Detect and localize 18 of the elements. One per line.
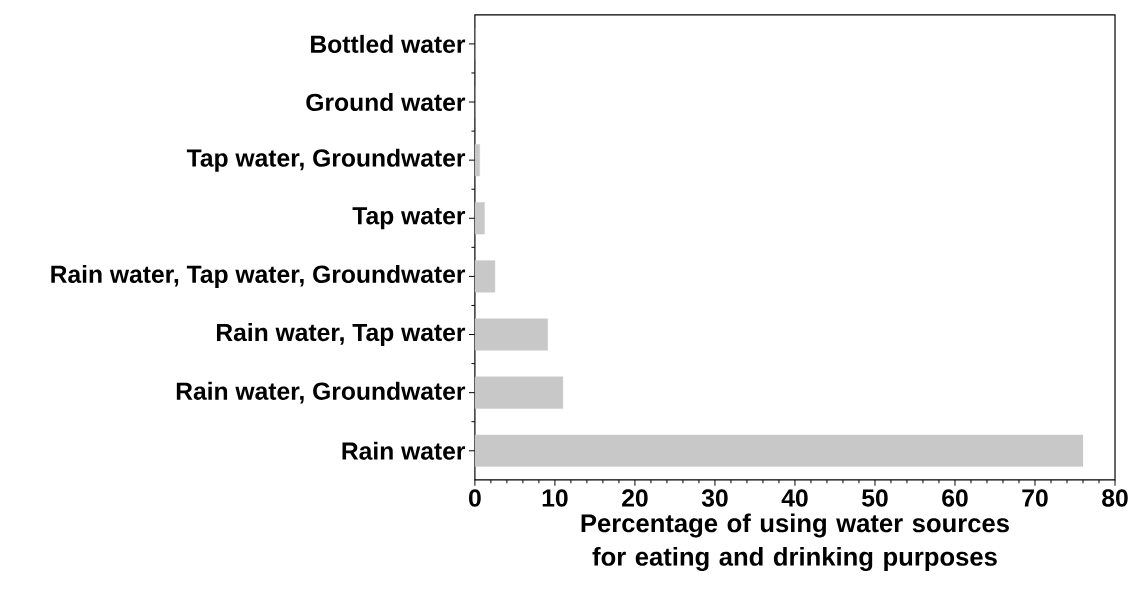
x-tick-label: 30: [701, 489, 728, 507]
x-tick-label: 60: [942, 489, 968, 507]
y-tick-label: Tap water: [352, 207, 466, 230]
x-tick-label: 0: [469, 489, 481, 507]
y-tick-label: Ground water: [306, 92, 466, 111]
x-tick-label: 40: [781, 489, 808, 507]
x-tick-label: 10: [542, 489, 568, 507]
y-tick-label: Bottled water: [311, 34, 466, 53]
y-tick-label: Tap water, Groundwater: [186, 148, 466, 172]
y-tick-label: Rain water: [342, 441, 466, 460]
y-tick-label: Rain water, Tap water, Groundwater: [51, 264, 466, 288]
y-tick-label: Rain water, Tap water: [216, 322, 466, 346]
x-tick-label: 80: [1102, 489, 1128, 507]
y-tick-label: Rain water, Groundwater: [176, 381, 466, 404]
x-tick-label: 20: [622, 489, 648, 507]
x-tick-label: 50: [862, 489, 888, 507]
x-tick-label: 70: [1022, 489, 1048, 507]
x-axis-title: Percentage of using water sources for eating and drinking purposes: [581, 513, 1009, 571]
